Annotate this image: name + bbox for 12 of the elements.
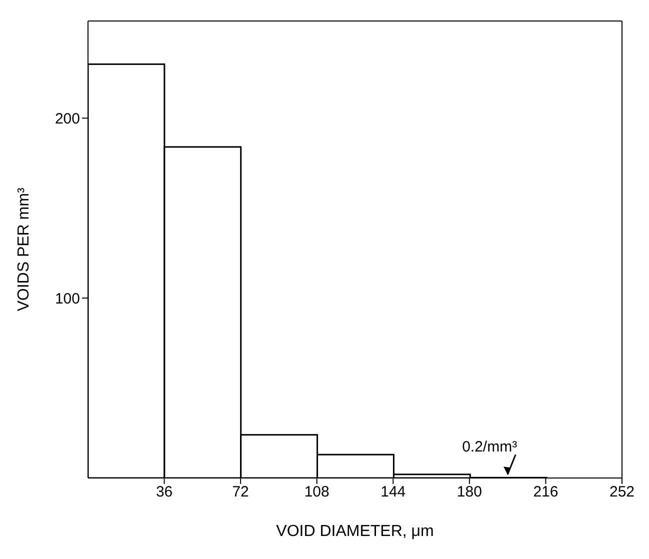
x-axis-title: VOID DIAMETER, μm	[276, 523, 434, 540]
x-tick-label: 108	[304, 484, 330, 501]
x-tick-label: 180	[456, 484, 482, 501]
x-tick-label: 72	[232, 484, 249, 501]
y-tick-label: 100	[54, 290, 80, 308]
x-tick-label: 36	[156, 484, 173, 501]
x-tick-label: 216	[533, 484, 558, 501]
x-tick-label: 144	[380, 484, 406, 501]
y-axis-title: VOIDS PER mm³	[16, 187, 33, 312]
annotation: 0.2/mm³	[462, 438, 518, 456]
y-tick-label: 200	[54, 110, 80, 128]
x-tick-label: 252	[609, 484, 635, 501]
